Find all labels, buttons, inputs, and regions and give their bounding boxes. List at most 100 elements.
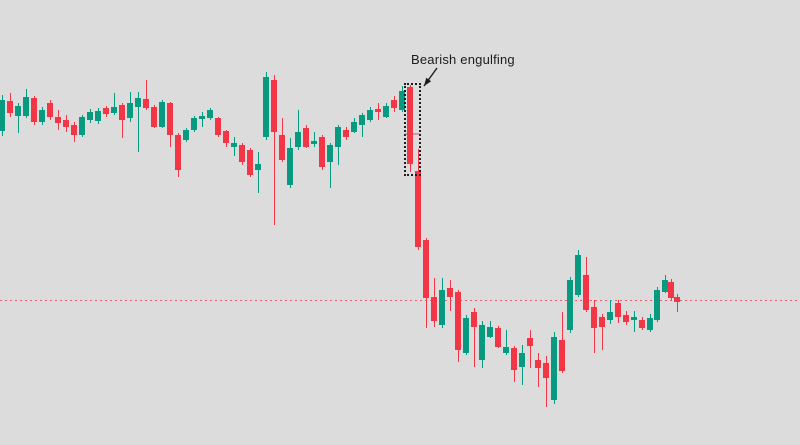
candle-body [231, 143, 237, 147]
candle-body [399, 91, 405, 110]
candle-body [127, 103, 133, 118]
candle-body [407, 87, 413, 164]
candle-wick [602, 314, 603, 350]
candle-body [95, 111, 101, 121]
candle-body [167, 103, 173, 135]
candle-wick [474, 308, 475, 367]
candle-wick [114, 93, 115, 115]
candle-body [662, 280, 668, 292]
candle-body [668, 282, 674, 298]
candle-body [383, 106, 389, 117]
candle-wick [362, 113, 363, 137]
candle-body [295, 132, 301, 147]
candle-body [471, 312, 477, 327]
candle-body [463, 318, 469, 353]
candle-body [367, 110, 373, 120]
candle-body [135, 98, 141, 107]
candle-body [439, 290, 445, 325]
candle-body [519, 353, 525, 367]
candle-body [55, 117, 61, 123]
candle-body [223, 131, 229, 143]
candle-body [335, 127, 341, 147]
candle-body [279, 135, 285, 160]
price-line[interactable] [0, 300, 800, 301]
candle-body [319, 137, 325, 167]
candle-body [527, 338, 533, 346]
candle-body [207, 110, 213, 118]
candle-body [599, 317, 605, 327]
candle-body [543, 363, 549, 378]
candle-body [247, 150, 253, 175]
candle-body [111, 107, 117, 113]
candle-body [151, 107, 157, 127]
candle-body [375, 109, 381, 112]
candle-wick [506, 330, 507, 355]
candle-body [7, 101, 13, 113]
candle-body [447, 288, 453, 297]
candle-wick [634, 311, 635, 332]
candle-body [263, 77, 269, 137]
candle-body [551, 337, 557, 400]
candle-body [351, 122, 357, 132]
candle-body [303, 128, 309, 147]
candle-body [183, 130, 189, 140]
candle-wick [122, 103, 123, 138]
candle-body [199, 116, 205, 119]
candle-body [495, 328, 501, 347]
candle-body [39, 110, 45, 122]
candle-body [391, 100, 397, 108]
candle-body [87, 112, 93, 120]
candle-body [103, 108, 109, 114]
candle-wick [538, 353, 539, 387]
candle-body [271, 80, 277, 132]
candle-body [255, 164, 261, 170]
candle-body [511, 348, 517, 370]
candle-body [674, 297, 680, 302]
candle-body [623, 315, 629, 322]
candle-body [423, 240, 429, 298]
candle-body [479, 325, 485, 360]
candle-body [191, 118, 197, 130]
candle-body [567, 280, 573, 330]
pattern-open-marker [405, 133, 420, 135]
candle-body [615, 303, 621, 317]
candle-body [455, 292, 461, 350]
candle-body [15, 106, 21, 116]
candle-wick [138, 92, 139, 152]
candle-body [31, 98, 37, 122]
candle-body [431, 297, 437, 321]
candle-body [503, 347, 509, 353]
candle-wick [258, 152, 259, 193]
candle-body [583, 275, 589, 310]
candle-wick [298, 110, 299, 150]
candle-body [239, 145, 245, 162]
candle-body [487, 327, 493, 337]
annotation-label[interactable]: Bearish engulfing [411, 52, 515, 67]
candle-body [143, 99, 149, 108]
candle-body [287, 148, 293, 185]
candle-wick [314, 132, 315, 147]
candle-body [0, 100, 5, 131]
candle-body [71, 125, 77, 135]
candle-body [23, 97, 29, 116]
candle-wick [330, 143, 331, 188]
candle-wick [274, 75, 275, 225]
candle-wick [18, 103, 19, 133]
candle-body [415, 171, 421, 247]
candle-body [63, 120, 69, 127]
candle-wick [530, 330, 531, 368]
candle-body [343, 130, 349, 137]
candle-body [631, 317, 637, 320]
candle-body [359, 115, 365, 125]
candle-body [327, 145, 333, 162]
bearish-engulfing-box[interactable] [404, 83, 421, 176]
candle-body [535, 360, 541, 368]
candle-body [47, 103, 53, 117]
candle-wick [677, 294, 678, 312]
candle-body [215, 118, 221, 135]
candle-body [647, 318, 653, 330]
candle-body [559, 340, 565, 371]
candle-wick [546, 356, 547, 407]
